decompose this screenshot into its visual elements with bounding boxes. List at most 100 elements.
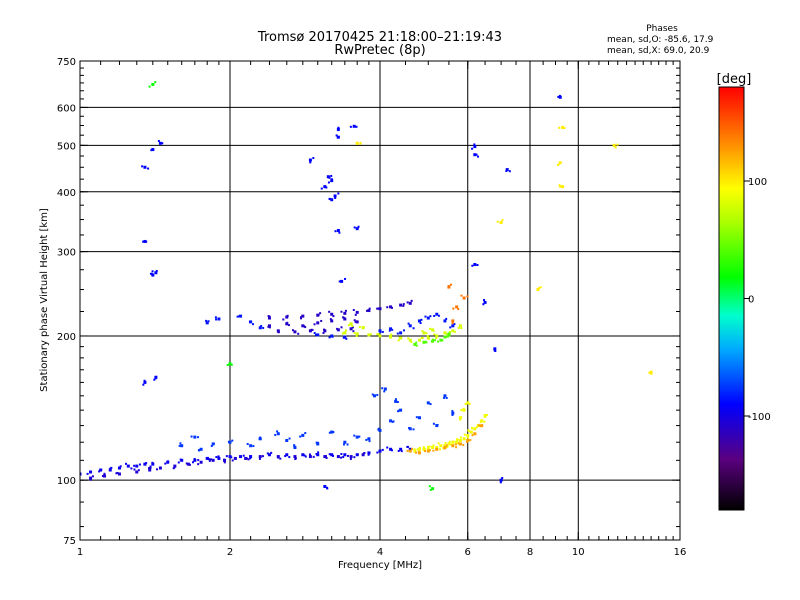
- echo-point: [173, 464, 177, 468]
- echo-point: [308, 329, 312, 333]
- echo-point: [406, 445, 409, 448]
- echo-point: [311, 329, 314, 332]
- echo-point: [197, 459, 200, 462]
- echo-point: [462, 408, 466, 412]
- echo-point: [408, 301, 412, 305]
- echo-point: [408, 338, 412, 342]
- echo-point: [301, 433, 305, 437]
- echo-point: [433, 333, 436, 336]
- echo-point: [445, 396, 448, 399]
- echo-point: [236, 315, 239, 318]
- echo-point: [429, 488, 432, 491]
- echo-point: [408, 324, 412, 328]
- echo-point: [426, 447, 430, 451]
- y-tick-label: 300: [57, 248, 76, 259]
- echo-point: [471, 147, 474, 150]
- x-tick-label: 8: [527, 547, 533, 558]
- echo-point: [458, 442, 461, 445]
- echo-point: [147, 167, 150, 170]
- echo-point: [270, 451, 273, 454]
- echo-point: [355, 141, 359, 145]
- echo-point: [303, 454, 306, 457]
- echo-point: [228, 362, 232, 366]
- echo-point: [483, 300, 487, 304]
- echo-point: [230, 456, 233, 459]
- echo-point: [328, 336, 331, 339]
- echo-point: [228, 440, 232, 444]
- echo-point: [460, 436, 463, 439]
- echo-point: [353, 319, 356, 322]
- echo-point: [432, 338, 435, 341]
- echo-point: [293, 445, 297, 449]
- echo-point: [260, 325, 263, 328]
- echo-point: [313, 332, 316, 335]
- echo-point: [190, 435, 193, 438]
- echo-point: [349, 327, 353, 331]
- echo-point: [343, 331, 347, 335]
- echo-point: [536, 288, 540, 292]
- echo-point: [246, 443, 249, 446]
- echo-point: [353, 331, 356, 334]
- echo-point: [558, 95, 562, 99]
- echo-point: [426, 316, 430, 320]
- echo-point: [367, 453, 370, 456]
- echo-point: [172, 467, 175, 470]
- echo-point: [332, 315, 335, 318]
- echo-point: [143, 380, 147, 384]
- echo-point: [336, 327, 339, 330]
- echo-point: [458, 439, 462, 443]
- echo-point: [451, 322, 454, 325]
- echo-point: [330, 174, 333, 177]
- echo-point: [177, 461, 180, 464]
- echo-point: [344, 309, 347, 312]
- echo-point: [361, 453, 365, 457]
- echo-point: [466, 439, 470, 443]
- echo-point: [317, 451, 320, 454]
- echo-point: [407, 322, 410, 325]
- echo-point: [462, 443, 465, 446]
- echo-point: [561, 185, 565, 189]
- echo-point: [407, 337, 410, 340]
- echo-point: [148, 468, 152, 472]
- echo-point: [465, 440, 468, 443]
- echo-point: [343, 453, 347, 457]
- echo-point: [143, 165, 147, 169]
- echo-point: [326, 175, 330, 179]
- echo-point: [153, 378, 156, 381]
- echo-point: [258, 326, 262, 330]
- echo-point: [558, 126, 561, 129]
- echo-point: [205, 319, 208, 322]
- echo-point: [399, 408, 403, 412]
- echo-point: [282, 318, 285, 321]
- echo-point: [207, 320, 210, 323]
- echo-point: [412, 327, 415, 330]
- echo-point: [167, 460, 170, 463]
- echo-point: [323, 484, 327, 488]
- echo-point: [477, 155, 480, 158]
- echo-point: [483, 414, 487, 418]
- echo-point: [426, 449, 430, 453]
- echo-point: [439, 338, 443, 342]
- echo-point: [141, 165, 144, 168]
- echo-point: [154, 375, 158, 379]
- echo-point: [435, 312, 439, 316]
- echo-point: [217, 317, 221, 321]
- echo-point: [338, 280, 341, 283]
- echo-point: [143, 239, 147, 243]
- echo-point: [422, 331, 426, 335]
- echo-point: [228, 455, 232, 459]
- echo-point: [276, 455, 280, 459]
- echo-point: [308, 158, 312, 162]
- echo-point: [390, 333, 393, 336]
- echo-point: [294, 457, 297, 460]
- echo-point: [214, 316, 217, 319]
- echo-point: [249, 457, 252, 460]
- echo-point: [304, 326, 307, 329]
- echo-point: [412, 428, 415, 431]
- echo-point: [148, 85, 151, 88]
- echo-point: [358, 326, 361, 329]
- echo-point: [402, 329, 405, 332]
- colorbar-ticks: 100 0 -100: [744, 177, 771, 423]
- echo-point: [91, 475, 94, 478]
- echo-point: [148, 467, 151, 470]
